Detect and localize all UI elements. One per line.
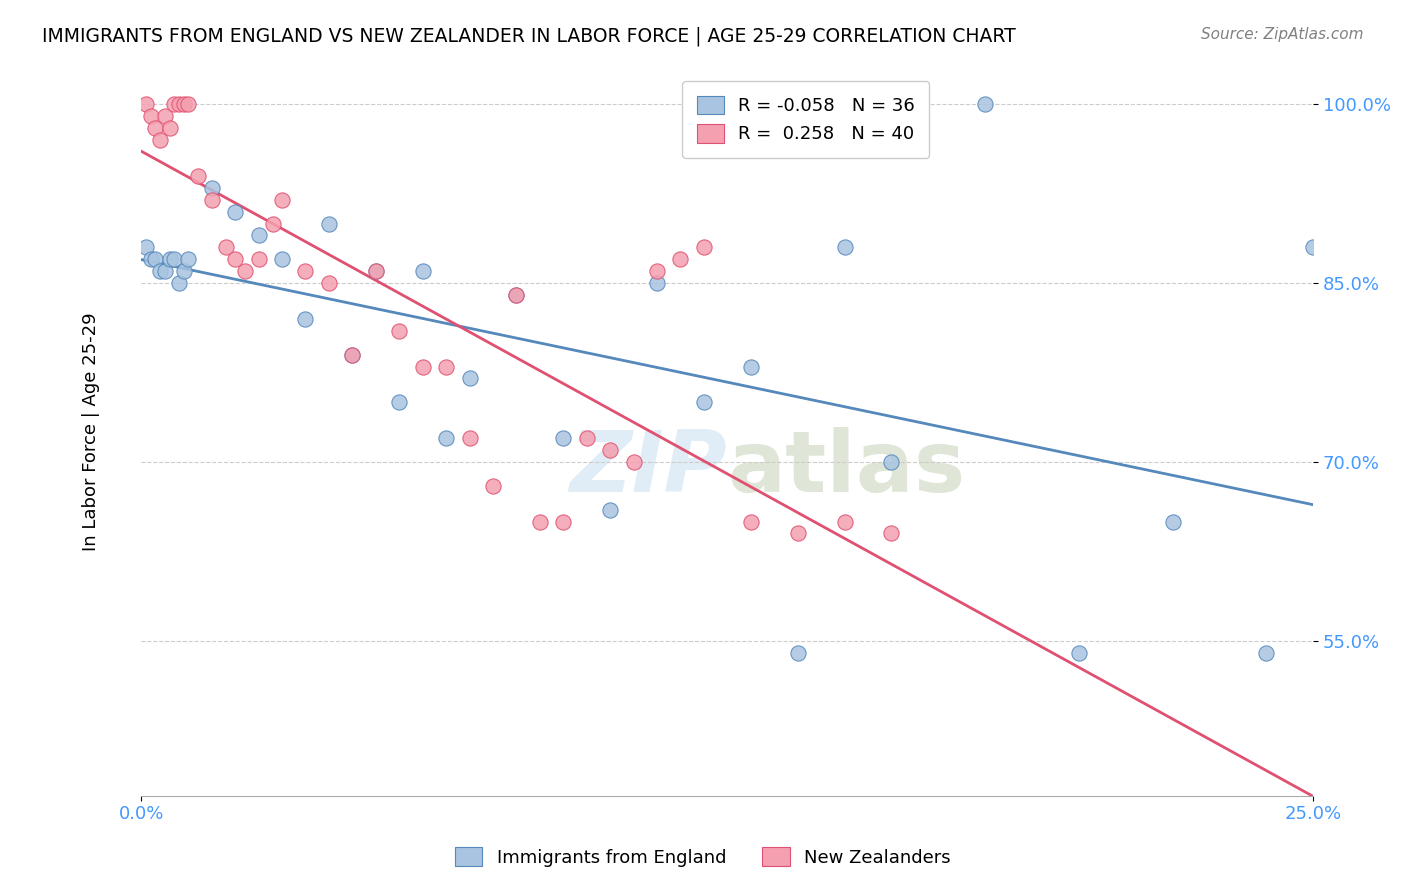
Point <box>159 252 181 267</box>
Point <box>693 240 716 254</box>
Point <box>880 455 903 469</box>
Point <box>364 264 387 278</box>
Text: atlas: atlas <box>727 427 966 510</box>
Point <box>153 109 176 123</box>
Point <box>553 515 575 529</box>
Point <box>135 97 157 112</box>
Point <box>163 252 186 267</box>
Point <box>599 443 621 458</box>
Point <box>553 431 575 445</box>
Point <box>1256 646 1278 660</box>
Point <box>201 193 224 207</box>
Text: ZIP: ZIP <box>569 427 727 510</box>
Point <box>215 240 238 254</box>
Point <box>599 502 621 516</box>
Point <box>153 264 176 278</box>
Point <box>163 97 186 112</box>
Point <box>834 515 856 529</box>
Point <box>786 646 808 660</box>
Point <box>187 169 209 183</box>
Point <box>482 479 505 493</box>
Point <box>149 133 172 147</box>
Point <box>1067 646 1090 660</box>
Point <box>412 264 434 278</box>
Point <box>1161 515 1184 529</box>
Point <box>740 515 762 529</box>
Point <box>669 252 692 267</box>
Point <box>201 180 224 194</box>
Point <box>294 311 316 326</box>
Point <box>173 97 195 112</box>
Point <box>233 264 256 278</box>
Point <box>974 97 997 112</box>
Point <box>786 526 808 541</box>
Point <box>740 359 762 374</box>
Point <box>834 240 856 254</box>
Point <box>262 217 284 231</box>
Point <box>247 252 270 267</box>
Point <box>271 252 294 267</box>
Point <box>224 204 246 219</box>
Point <box>139 252 162 267</box>
Point <box>294 264 316 278</box>
Point <box>173 264 195 278</box>
Point <box>177 252 200 267</box>
Point <box>135 240 157 254</box>
Legend: Immigrants from England, New Zealanders: Immigrants from England, New Zealanders <box>449 840 957 874</box>
Point <box>529 515 551 529</box>
Point <box>693 395 716 409</box>
Point <box>224 252 246 267</box>
Point <box>434 431 457 445</box>
Point <box>139 109 162 123</box>
Point <box>318 217 340 231</box>
Point <box>645 264 668 278</box>
Point <box>342 348 364 362</box>
Point <box>149 264 172 278</box>
Point <box>505 288 527 302</box>
Point <box>364 264 387 278</box>
Point <box>458 431 481 445</box>
Text: Source: ZipAtlas.com: Source: ZipAtlas.com <box>1201 27 1364 42</box>
Point <box>167 97 190 112</box>
Point <box>167 276 190 290</box>
Point <box>145 252 167 267</box>
Point <box>645 276 668 290</box>
Text: IMMIGRANTS FROM ENGLAND VS NEW ZEALANDER IN LABOR FORCE | AGE 25-29 CORRELATION : IMMIGRANTS FROM ENGLAND VS NEW ZEALANDER… <box>42 27 1017 46</box>
Point <box>177 97 200 112</box>
Point <box>1302 240 1324 254</box>
Point <box>505 288 527 302</box>
Point <box>342 348 364 362</box>
Point <box>623 455 645 469</box>
Point <box>412 359 434 374</box>
Point <box>434 359 457 374</box>
Point <box>271 193 294 207</box>
Point <box>145 121 167 136</box>
Point <box>388 324 411 338</box>
Point <box>159 121 181 136</box>
Y-axis label: In Labor Force | Age 25-29: In Labor Force | Age 25-29 <box>83 313 100 551</box>
Point <box>318 276 340 290</box>
Point <box>388 395 411 409</box>
Point <box>247 228 270 243</box>
Point <box>575 431 598 445</box>
Point <box>458 371 481 385</box>
Legend: R = -0.058   N = 36, R =  0.258   N = 40: R = -0.058 N = 36, R = 0.258 N = 40 <box>682 81 929 158</box>
Point <box>880 526 903 541</box>
